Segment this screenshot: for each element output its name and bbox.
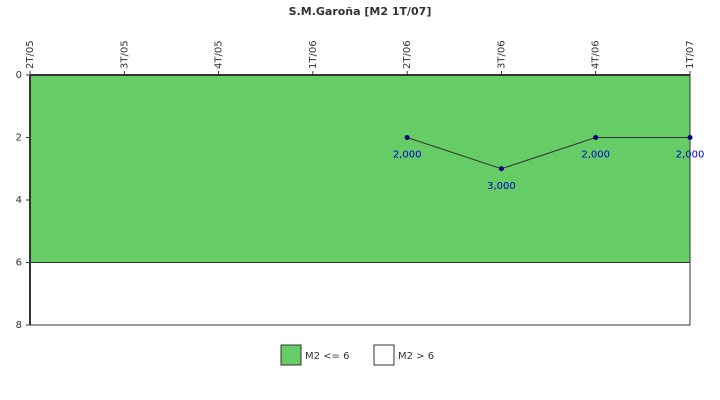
y-tick-label: 4	[16, 195, 22, 206]
point	[404, 135, 410, 140]
legend-label: M2 > 6	[398, 351, 434, 362]
value-label: 3,000	[487, 181, 516, 192]
value-label: 2,000	[581, 150, 610, 161]
band	[29, 74, 691, 263]
value-label: 2,000	[676, 150, 705, 161]
point	[498, 166, 504, 172]
x-tick-label: 3T/05	[119, 40, 130, 69]
series-line	[406, 137, 690, 170]
legend-swatch	[280, 344, 302, 366]
band	[29, 262, 691, 326]
value-label: 2,000	[393, 150, 422, 161]
y-tick-label: 2	[16, 133, 22, 144]
x-tick-label: 4T/06	[591, 40, 602, 69]
point	[593, 135, 599, 140]
x-tick-label: 2T/06	[402, 40, 413, 69]
chart-title: S.M.Garoña [M2 1T/07]	[289, 5, 432, 18]
y-tick-label: 0	[16, 70, 22, 81]
legend-label: M2 <= 6	[305, 351, 349, 362]
legend-swatch	[373, 344, 395, 366]
x-tick-label: 1T/07	[685, 40, 696, 69]
point	[687, 135, 693, 140]
y-tick-label: 8	[16, 320, 22, 331]
y-tick-label: 6	[16, 258, 22, 269]
x-tick-label: 1T/06	[308, 40, 319, 69]
x-tick-label: 2T/05	[25, 40, 36, 69]
x-tick-label: 3T/06	[496, 40, 507, 69]
x-tick-label: 4T/05	[214, 40, 225, 69]
